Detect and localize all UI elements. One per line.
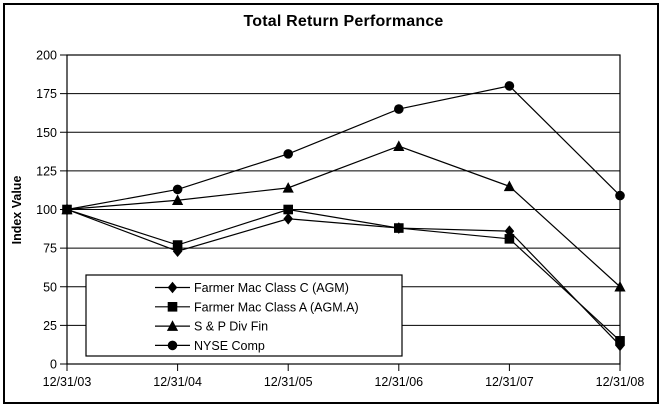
legend-marker-square [167,302,178,312]
x-tick-label: 12/31/03 [43,375,92,389]
data-point-3-0 [62,204,72,215]
data-point-3-3 [394,104,404,114]
data-point-3-2 [283,149,294,159]
y-tick-label: 75 [43,242,57,256]
y-tick-label: 100 [36,203,57,217]
data-point-2-4 [503,180,515,192]
legend-label-3: NYSE Comp [194,339,265,353]
y-tick-label: 175 [36,87,57,101]
y-tick-label: 0 [50,358,57,372]
data-point-1-3 [394,223,404,233]
y-tick-label: 200 [36,49,57,63]
legend-marker-circle [167,340,178,351]
chart-title: Total Return Performance [243,13,444,30]
data-point-3-1 [172,184,183,195]
data-point-2-1 [172,194,184,206]
legend-label-2: S & P Div Fin [194,320,268,334]
data-point-2-5 [614,280,626,292]
data-point-3-5 [615,190,625,201]
legend-label-1: Farmer Mac Class A (AGM.A) [194,300,359,314]
data-point-1-4 [504,234,515,244]
legend-marker-diamond [167,281,178,294]
legend-marker-triangle [166,320,179,331]
x-tick-label: 12/31/07 [485,375,534,389]
legend-label-0: Farmer Mac Class C (AGM) [194,281,349,295]
series-line-2 [66,145,621,288]
data-point-3-4 [504,81,515,91]
data-point-1-1 [172,240,183,250]
series-line-3 [66,85,621,211]
data-point-0-2 [283,212,293,225]
data-point-1-5 [615,336,625,346]
data-point-2-3 [393,140,405,151]
data-point-0-4 [504,225,515,237]
x-tick-label: 12/31/06 [374,375,423,389]
x-tick-label: 12/31/05 [264,375,313,389]
y-axis-title: Index Value [10,175,24,245]
y-tick-label: 125 [36,164,57,178]
x-tick-label: 12/31/04 [153,375,202,389]
series-line-1 [66,208,621,342]
legend-box [85,274,403,357]
x-tick-label: 12/31/08 [596,375,645,389]
data-point-2-2 [282,182,294,193]
y-tick-label: 25 [43,319,57,333]
y-tick-label: 50 [43,280,57,294]
y-tick-label: 150 [36,126,57,140]
data-point-1-2 [283,204,293,215]
series-line-0 [66,208,621,346]
